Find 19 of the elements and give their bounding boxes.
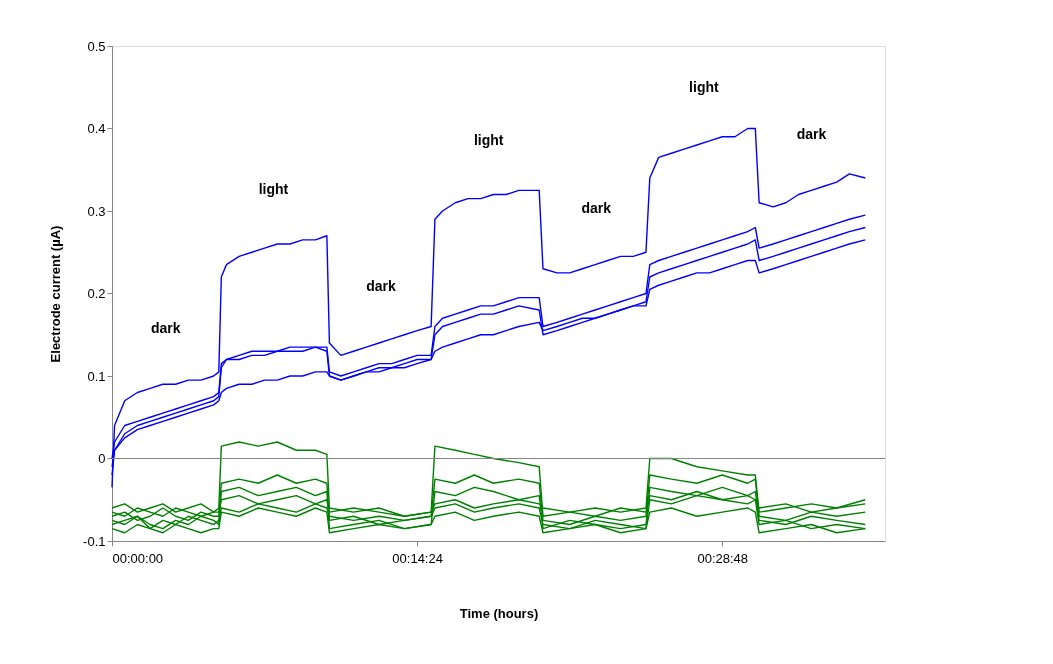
annotation: dark [796,126,827,143]
annotation: dark [151,320,181,337]
y-axis-title: Electrode current (µA) [48,225,64,363]
annotation: dark [581,200,612,217]
annotation: light [473,132,504,149]
x-tick-label: 00:00:00 [112,550,164,566]
y-tick-label: 0 [98,451,106,466]
y-tick-label: -0.1 [83,533,106,549]
y-tick-label: 0.5 [87,38,106,54]
x-tick-label: 00:28:48 [697,550,749,566]
annotation: light [689,78,719,95]
x-tick-label: 00:14:24 [392,550,443,566]
y-tick-label: 0.3 [87,203,106,219]
x-axis-title: Time (hours) [459,605,539,621]
y-tick-label: 0.2 [87,286,106,301]
y-tick-label: 0.1 [87,368,106,384]
annotation: light [258,181,289,198]
annotation: dark [366,278,397,295]
y-tick-label: 0.4 [87,121,106,136]
